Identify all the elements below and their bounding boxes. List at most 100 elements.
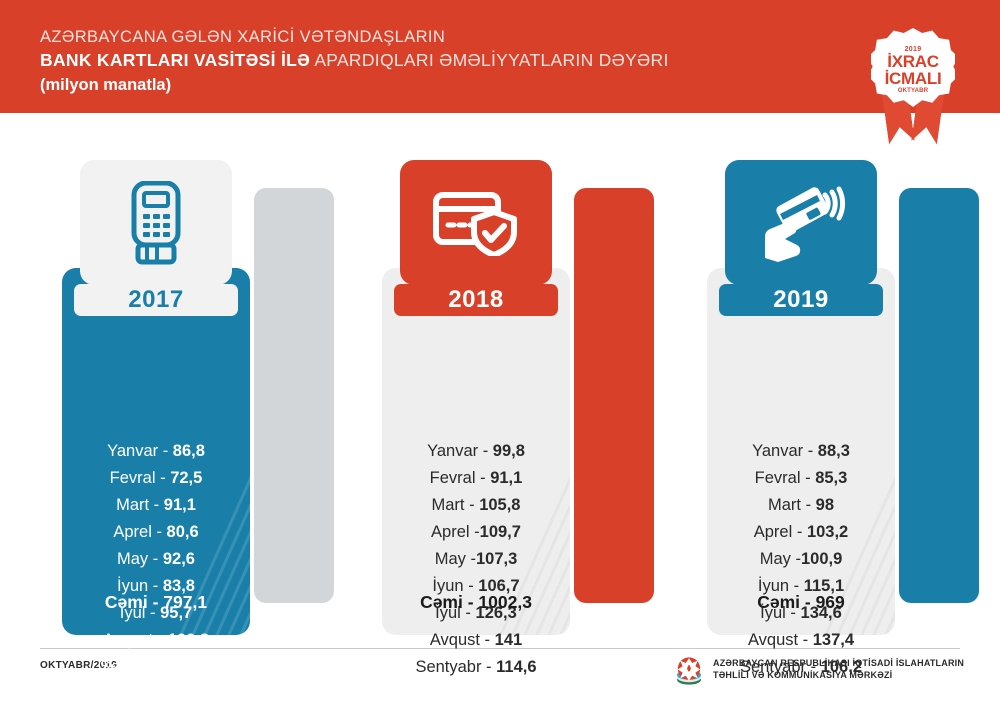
month-label: İyul - [119, 604, 161, 622]
month-value: 100,8 [167, 631, 210, 649]
month-list: Yanvar - 86,8 Fevral - 72,5 Mart - 91,1 … [62, 438, 250, 681]
month-value: 72,5 [170, 469, 203, 487]
pos-terminal-icon [131, 180, 181, 264]
list-item: May -107,3 [382, 546, 570, 573]
header-title-block: AZƏRBAYCANA GƏLƏN XARİCİ VƏTƏNDAŞLARIN B… [40, 27, 669, 97]
column-body: Yanvar - 88,3 Fevral - 85,3 Mart - 98 Ap… [707, 268, 895, 676]
footer-organization: AZƏRBAYCAN RESPUBLİKASI İQTİSADİ İSLAHAT… [713, 658, 964, 681]
month-value: 126,3 [475, 604, 517, 622]
list-item: Yanvar - 99,8 [382, 438, 570, 465]
secure-card-icon [433, 191, 517, 256]
footer-divider [40, 648, 960, 649]
list-item: İyul - 126,3 [382, 600, 570, 627]
year-column-2019: Yanvar - 88,3 Fevral - 85,3 Mart - 98 Ap… [707, 160, 979, 676]
header-line-2-rest: APARDIQLARI ƏMƏLİYYATLARIN DƏYƏRI [314, 50, 669, 70]
list-item: Aprel - 80,6 [62, 519, 250, 546]
ixrac-icmali-badge: 2019 İXRAC İCMALI OKTYABR [863, 18, 963, 143]
month-label: May - [117, 550, 163, 568]
month-label: Yanvar - [107, 442, 173, 460]
list-item: Mart - 105,8 [382, 492, 570, 519]
month-label: May - [434, 550, 476, 568]
back-panel [254, 188, 334, 603]
badge-month: OKTYABR [897, 88, 929, 94]
azerbaijan-emblem-icon [677, 657, 701, 685]
badge-seal-icon: 2019 İXRAC İCMALI OKTYABR [871, 28, 955, 107]
icon-card [80, 160, 232, 285]
list-item: İyun - 83,8 [62, 573, 250, 600]
month-label: Mart - [767, 496, 816, 514]
month-label: Sentyabr - [739, 658, 821, 676]
month-value: 86,8 [172, 442, 205, 460]
list-item: Sentyabr - 114,6 [382, 654, 570, 681]
month-value: 115,1 [803, 577, 845, 595]
icon-card [725, 160, 877, 285]
month-label: Aprel - [753, 523, 807, 541]
month-label: İyun - [432, 577, 479, 595]
year-label-2018: 2018 [394, 284, 558, 316]
month-value: 100,9 [800, 550, 843, 568]
month-label: Mart - [116, 496, 164, 514]
month-value: 83,8 [162, 577, 195, 595]
month-value: 91,1 [163, 496, 196, 514]
month-value: 106,7 [478, 577, 520, 595]
year-column-2018: Yanvar - 99,8 Fevral - 91,1 Mart - 105,8… [382, 160, 654, 676]
header-line-2-bold: BANK KARTLARI VASİTƏSİ İLƏ [40, 50, 311, 70]
list-item: May - 92,6 [62, 546, 250, 573]
list-item: İyun - 106,7 [382, 573, 570, 600]
list-item: May -100,9 [707, 546, 895, 573]
month-label: Fevral - [429, 469, 491, 487]
month-label: May - [759, 550, 801, 568]
month-label: Mart - [431, 496, 480, 514]
column-total: Cəmi - 797,1 [104, 592, 208, 612]
contactless-payment-icon [765, 186, 846, 262]
month-label: İyul - [435, 604, 476, 622]
month-value: 93,2 [180, 658, 213, 676]
header-banner: AZƏRBAYCANA GƏLƏN XARİCİ VƏTƏNDAŞLARIN B… [0, 0, 1000, 113]
list-item: Yanvar - 88,3 [707, 438, 895, 465]
list-item: Fevral - 91,1 [382, 465, 570, 492]
month-value: 98 [815, 496, 835, 514]
month-label: Fevral - [109, 469, 171, 487]
month-label: Yanvar - [427, 442, 493, 460]
year-label-2017: 2017 [74, 284, 238, 316]
month-list: Yanvar - 99,8 Fevral - 91,1 Mart - 105,8… [382, 438, 570, 681]
month-label: İyul - [760, 604, 801, 622]
list-item: İyul - 95,7 [62, 600, 250, 627]
list-item: Avqust - 100,8 [62, 627, 250, 654]
month-value: 88,3 [817, 442, 850, 460]
header-line-3-unit: (milyon manatla) [40, 76, 172, 94]
month-label: İyun - [117, 577, 163, 595]
footer-org-line-1: AZƏRBAYCAN RESPUBLİKASI İQTİSADİ İSLAHAT… [713, 658, 965, 668]
list-item: Fevral - 85,3 [707, 465, 895, 492]
list-item: Avqust - 137,4 [707, 627, 895, 654]
month-value: 109,7 [479, 523, 521, 541]
column-body: Yanvar - 99,8 Fevral - 91,1 Mart - 105,8… [382, 268, 570, 676]
badge-year: 2019 [904, 46, 922, 53]
back-panel [574, 188, 654, 603]
list-item: Mart - 91,1 [62, 492, 250, 519]
list-item: Avqust - 141 [382, 627, 570, 654]
month-label: Sentyabr - [415, 658, 497, 676]
month-value: 105,8 [479, 496, 521, 514]
month-label: Avqust - [429, 631, 495, 649]
month-label: Yanvar - [752, 442, 818, 460]
badge-word-1: İXRAC [887, 52, 939, 71]
month-label: Aprel - [431, 523, 480, 541]
header-line-1: AZƏRBAYCANA GƏLƏN XARİCİ VƏTƏNDAŞLARIN [40, 28, 446, 46]
month-value: 134,6 [800, 604, 842, 622]
month-value: 95,7 [160, 604, 193, 622]
month-value: 137,4 [812, 631, 855, 649]
month-value: 114,6 [496, 658, 537, 676]
list-item: Aprel -109,7 [382, 519, 570, 546]
month-label: Sentyabr - [99, 658, 181, 676]
month-value: 91,1 [490, 469, 523, 487]
list-item: Sentyabr - 93,2 [62, 654, 250, 681]
month-value: 141 [494, 631, 523, 649]
list-item: Mart - 98 [707, 492, 895, 519]
list-item: İyul - 134,6 [707, 600, 895, 627]
footer-org-line-2: TƏHLİLİ VƏ KOMMUNİKASİYA MƏRKƏZİ [713, 669, 893, 680]
list-item: Sentyabr - 106,2 [707, 654, 895, 681]
list-item: Aprel - 103,2 [707, 519, 895, 546]
month-value: 99,8 [492, 442, 525, 460]
